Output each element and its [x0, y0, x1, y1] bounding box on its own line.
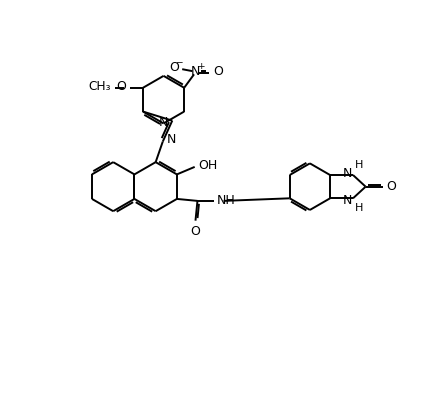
Text: N: N — [190, 65, 200, 78]
Text: O: O — [116, 81, 127, 93]
Text: N: N — [343, 166, 352, 180]
Text: −: − — [175, 57, 182, 66]
Text: N: N — [167, 134, 176, 146]
Text: O: O — [386, 180, 396, 193]
Text: O: O — [169, 61, 178, 74]
Text: H: H — [355, 203, 364, 213]
Text: N: N — [343, 194, 352, 207]
Text: N: N — [159, 116, 168, 129]
Text: OH: OH — [198, 159, 217, 172]
Text: CH₃: CH₃ — [89, 81, 111, 93]
Text: O: O — [213, 65, 223, 79]
Text: NH: NH — [217, 194, 236, 207]
Text: +: + — [197, 62, 204, 71]
Text: H: H — [355, 160, 364, 170]
Text: O: O — [190, 225, 200, 239]
